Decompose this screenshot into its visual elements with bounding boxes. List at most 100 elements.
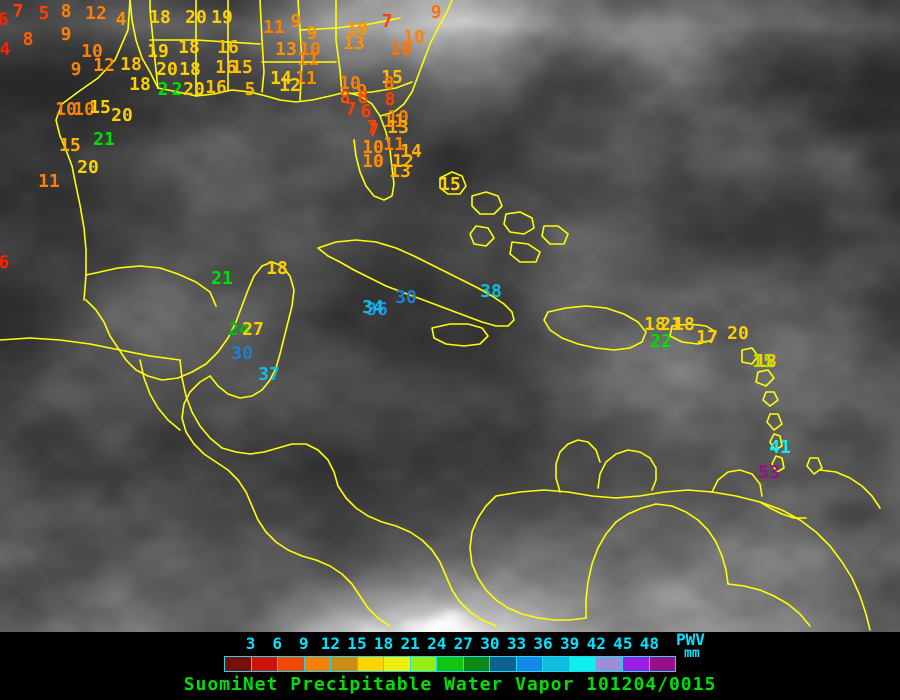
pwv-station-value: 11 xyxy=(263,17,285,38)
mm-unit-label: mm xyxy=(684,646,700,661)
colorbar-tick-label: 3 xyxy=(245,634,256,653)
colorbar-swatch xyxy=(331,657,358,671)
pwv-station-value: 6 xyxy=(0,9,9,30)
pwv-station-value: 17 xyxy=(696,327,718,348)
pwv-station-value: 18 xyxy=(266,258,288,279)
pwv-station-value: 19 xyxy=(147,41,169,62)
colorbar-tick-label: 30 xyxy=(480,634,500,653)
pwv-station-value: 15 xyxy=(752,351,774,372)
pwv-station-value: 12 xyxy=(392,151,414,172)
pwv-station-value: 4 xyxy=(0,39,11,60)
pwv-station-value: 20 xyxy=(727,323,749,344)
pwv-station-value: 41 xyxy=(769,437,791,458)
pwv-station-value: 11 xyxy=(383,111,405,132)
pwv-station-value: 10 xyxy=(403,27,425,48)
pwv-station-value: 34 xyxy=(362,297,384,318)
legend-panel: 3 6 9 12 15 18 21 24 27 30 33 36 39 42 45 48 PWV mm Suo… xyxy=(0,632,900,700)
pwv-station-value: 8 xyxy=(339,87,351,108)
pwv-station-value: 19 xyxy=(211,7,233,28)
colorbar-tick-label: 24 xyxy=(427,634,447,653)
pwv-station-value: 10 xyxy=(362,151,384,172)
colorbar-swatch xyxy=(437,657,464,671)
pwv-station-value: 11 xyxy=(38,171,60,192)
colorbar-swatch xyxy=(410,657,438,671)
satellite-image-panel: 7 5 6 8 8 4 9 12 4 10 9 12 18 18 18 19 20 20 18 18 19 16 16 16 1… xyxy=(0,0,900,632)
pwv-station-value: 15 xyxy=(381,67,403,88)
colorbar-swatch xyxy=(569,657,597,671)
pwv-station-value: 18 xyxy=(755,351,777,372)
pwv-station-value: 11 xyxy=(295,68,317,89)
product-title: SuomiNet Precipitable Water Vapor 101204… xyxy=(183,674,717,695)
pwv-station-value: 9 xyxy=(430,2,442,23)
colorbar-tick-label: 33 xyxy=(506,634,527,653)
pwv-station-value: 2 xyxy=(171,79,183,100)
pwv-station-value: 10 xyxy=(81,41,103,62)
pwv-station-value: 10 xyxy=(362,137,384,158)
pwv-station-value: 10 xyxy=(346,19,368,40)
pwv-station-value: 9 xyxy=(70,59,82,80)
colorbar-tick-label: 27 xyxy=(453,634,473,653)
colorbar-tick-label: 9 xyxy=(298,634,309,653)
pwv-station-value: 30 xyxy=(395,287,417,308)
pwv-station-value: 20 xyxy=(77,157,99,178)
pwv-station-value: 20 xyxy=(183,79,205,100)
pwv-station-value: 13 xyxy=(389,161,411,182)
pwv-station-value: 27 xyxy=(242,319,264,340)
colorbar-swatch xyxy=(384,657,411,671)
colorbar-swatch xyxy=(357,657,385,671)
pwv-station-value: 16 xyxy=(217,37,239,58)
pwv-station-value: 18 xyxy=(178,37,200,58)
pwv-station-value: 9 xyxy=(60,24,72,45)
pwv-station-value: 15 xyxy=(231,57,253,78)
pwv-station-value: 18 xyxy=(129,74,151,95)
satellite-ir-imagery xyxy=(0,0,900,632)
colorbar-swatch xyxy=(278,657,305,671)
pwv-station-value: 14 xyxy=(270,68,292,89)
pwv-station-value: 21 xyxy=(93,129,115,150)
pwv-station-value: 18 xyxy=(179,59,201,80)
pwv-station-value: 30 xyxy=(231,343,253,364)
pwv-station-value: 12 xyxy=(279,75,301,96)
colorbar-swatch xyxy=(490,657,517,671)
pwv-station-value: 18 xyxy=(120,54,142,75)
pwv-station-value: 7 xyxy=(381,11,393,32)
colorbar-swatch xyxy=(463,657,491,671)
pwv-station-value: 38 xyxy=(480,281,502,302)
pwv-station-value: 6 xyxy=(0,252,10,273)
pwv-station-value: 5 xyxy=(38,3,50,24)
colorbar-swatch xyxy=(225,657,252,671)
colorbar-tick-label: 6 xyxy=(272,634,282,653)
pwv-station-value: 4 xyxy=(115,9,127,30)
pwv-station-value: 10 xyxy=(387,107,409,128)
colorbar-tick-label: 15 xyxy=(347,634,367,653)
colorbar-tick-label: 45 xyxy=(613,634,633,653)
pwv-station-value: 8 xyxy=(384,89,396,110)
pwv-station-value: 7 xyxy=(12,1,24,22)
pwv-station-value: 13 xyxy=(387,117,409,138)
pwv-station-value: 6 xyxy=(360,101,372,122)
pwv-station-value: 8 xyxy=(22,29,34,50)
pwv-station-value: 15 xyxy=(439,174,461,195)
pwv-station-value: 12 xyxy=(93,55,115,76)
pwv-station-value: 13 xyxy=(275,39,297,60)
pwv-station-value: 24 xyxy=(228,319,250,340)
pwv-station-value: 37 xyxy=(258,364,280,385)
pwv-station-value: 11 xyxy=(297,49,319,70)
pwv-station-value: 15 xyxy=(89,97,111,118)
pwv-station-value: 8 xyxy=(383,73,395,94)
pwv-station-value: 10 xyxy=(299,39,321,60)
colorbar-swatch xyxy=(304,657,332,671)
pwv-station-value: 14 xyxy=(400,141,422,162)
pwv-station-value: 16 xyxy=(215,57,237,78)
pwv-station-value: 21 xyxy=(660,314,682,335)
pwv-station-value: 8 xyxy=(357,87,369,108)
colorbar-swatch xyxy=(516,657,544,671)
colorbar-tick-label: 39 xyxy=(560,634,580,653)
pwv-station-value: 9 xyxy=(290,11,302,32)
pwv-station-value: 8 xyxy=(60,1,72,22)
pwv-station-value: 21 xyxy=(211,268,233,289)
pwv-station-value: 10 xyxy=(73,99,95,120)
pwv-station-value: 13 xyxy=(343,33,365,54)
pwv-station-value: 7 xyxy=(345,99,357,120)
